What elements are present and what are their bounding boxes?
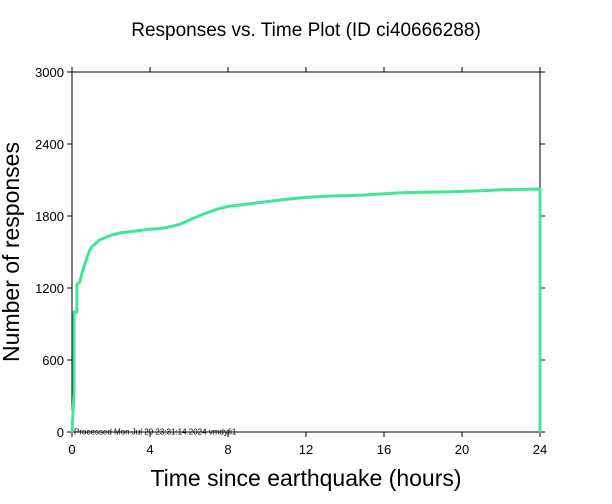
data-point bbox=[86, 254, 89, 257]
data-point bbox=[178, 223, 181, 226]
data-point bbox=[500, 189, 502, 191]
x-axis: 0 4 8 12 16 20 24 bbox=[68, 67, 547, 457]
data-point bbox=[184, 221, 186, 223]
data-point bbox=[110, 234, 112, 236]
x-axis-label: Time since earthquake (hours) bbox=[150, 465, 461, 491]
y-tick-label: 2400 bbox=[35, 137, 64, 152]
data-point bbox=[129, 230, 132, 233]
y-tick-label: 0 bbox=[57, 425, 64, 440]
data-point bbox=[266, 200, 268, 203]
data-point bbox=[76, 283, 78, 286]
data-point bbox=[539, 431, 541, 433]
y-axis-label: Number of responses bbox=[0, 142, 24, 362]
y-axis: 0 600 1200 1800 2400 3000 bbox=[35, 65, 545, 440]
data-point bbox=[324, 195, 327, 197]
data-point bbox=[246, 203, 249, 205]
data-point bbox=[539, 188, 541, 190]
processed-note: Processed Mon Jul 29 23:31:14 2024 vmdyf… bbox=[74, 428, 237, 437]
data-point bbox=[305, 196, 307, 199]
data-point bbox=[88, 250, 91, 252]
data-point bbox=[98, 239, 101, 241]
data-point bbox=[73, 311, 75, 313]
data-point bbox=[227, 205, 229, 208]
y-tick-label: 1200 bbox=[35, 281, 64, 296]
data-point bbox=[81, 272, 83, 275]
data-point bbox=[82, 266, 85, 269]
data-point bbox=[203, 212, 206, 215]
data-point bbox=[519, 188, 522, 191]
x-tick-label: 8 bbox=[224, 442, 231, 457]
data-point bbox=[461, 190, 463, 193]
data-point bbox=[168, 226, 171, 228]
data-point bbox=[73, 391, 75, 394]
y-tick-label: 1800 bbox=[35, 209, 64, 224]
y-tick-label: 600 bbox=[42, 353, 64, 368]
data-point bbox=[363, 194, 366, 196]
data-point bbox=[120, 232, 122, 234]
data-point bbox=[422, 191, 424, 193]
data-point bbox=[79, 281, 81, 283]
data-point bbox=[76, 311, 78, 313]
series-layer bbox=[70, 187, 542, 433]
data-point bbox=[383, 193, 385, 195]
data-point bbox=[441, 191, 444, 193]
data-point bbox=[84, 260, 87, 263]
y-tick-label: 3000 bbox=[35, 65, 64, 80]
x-tick-label: 24 bbox=[533, 442, 547, 457]
plot-frame bbox=[71, 71, 541, 433]
data-point bbox=[217, 208, 220, 210]
data-point bbox=[71, 431, 73, 433]
data-point bbox=[285, 198, 288, 200]
data-point bbox=[402, 191, 405, 194]
data-point bbox=[192, 217, 194, 220]
data-point bbox=[104, 236, 106, 239]
x-tick-label: 12 bbox=[299, 442, 313, 457]
chart-title: Responses vs. Time Plot (ID ci40666288) bbox=[131, 20, 481, 41]
data-point bbox=[94, 242, 97, 245]
x-tick-label: 20 bbox=[455, 442, 469, 457]
x-tick-label: 16 bbox=[377, 442, 391, 457]
x-tick-label: 4 bbox=[146, 442, 153, 457]
data-point bbox=[139, 229, 142, 232]
data-point bbox=[90, 246, 93, 248]
data-point bbox=[480, 190, 483, 192]
data-point bbox=[159, 227, 161, 230]
data-point bbox=[149, 228, 151, 230]
data-point bbox=[344, 194, 346, 197]
responses-line bbox=[70, 187, 542, 433]
x-tick-label: 0 bbox=[68, 442, 75, 457]
